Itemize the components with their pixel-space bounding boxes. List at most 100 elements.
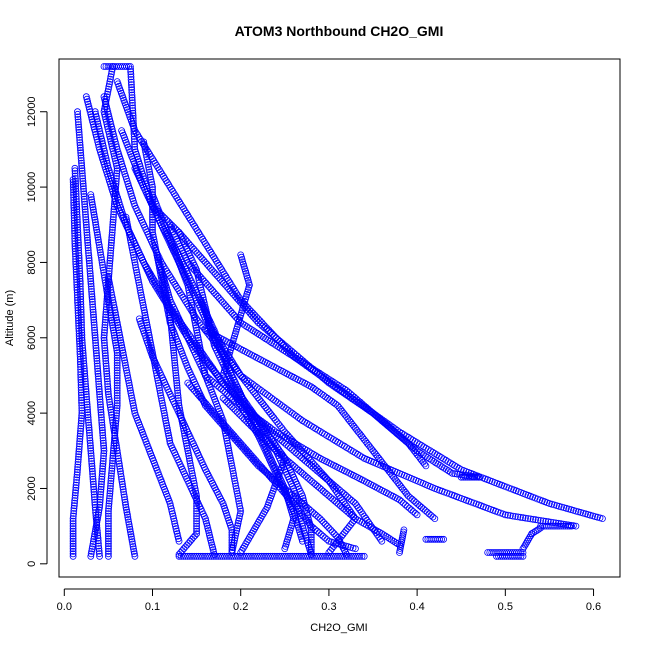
data-point xyxy=(193,502,201,510)
data-point xyxy=(113,316,121,324)
data-point xyxy=(196,344,204,352)
data-point xyxy=(90,488,98,496)
data-point xyxy=(132,266,140,274)
data-point xyxy=(88,545,96,553)
data-point xyxy=(238,552,246,560)
data-point xyxy=(175,552,183,560)
data-point xyxy=(101,324,109,331)
data-point xyxy=(175,537,183,545)
data-point xyxy=(125,63,133,70)
data-point xyxy=(247,422,255,430)
data-point xyxy=(314,552,322,560)
data-point xyxy=(77,378,85,386)
data-point xyxy=(227,552,235,560)
data-point xyxy=(76,267,84,275)
data-point xyxy=(182,439,190,447)
data-point xyxy=(210,548,218,556)
data-point xyxy=(91,496,98,504)
data-point xyxy=(117,473,125,480)
data-point xyxy=(262,325,270,333)
data-point xyxy=(307,543,315,551)
data-point xyxy=(158,271,166,279)
data-point xyxy=(78,409,86,417)
data-point xyxy=(71,499,78,507)
y-tick-label: 8000 xyxy=(26,250,38,274)
data-point xyxy=(110,304,118,312)
data-point xyxy=(121,498,129,506)
data-point xyxy=(149,183,156,191)
data-point xyxy=(364,405,372,413)
data-point xyxy=(319,532,327,540)
data-point xyxy=(105,510,112,517)
data-point xyxy=(105,393,113,401)
data-point xyxy=(234,552,242,560)
data-point xyxy=(94,372,102,380)
data-point xyxy=(332,400,340,408)
data-point xyxy=(113,397,121,405)
data-point xyxy=(108,140,115,148)
data-point xyxy=(69,515,77,522)
data-point xyxy=(95,375,102,383)
data-point xyxy=(230,472,238,480)
data-point xyxy=(74,463,82,471)
data-point xyxy=(91,498,99,506)
data-point xyxy=(129,402,137,410)
data-point xyxy=(108,234,116,242)
data-point xyxy=(84,246,92,254)
data-point xyxy=(564,521,572,529)
data-point xyxy=(76,430,84,438)
data-point xyxy=(221,396,229,404)
data-point xyxy=(161,284,169,291)
data-point xyxy=(173,384,181,392)
data-point xyxy=(226,454,234,462)
data-point xyxy=(89,478,97,486)
data-point xyxy=(105,505,112,513)
data-point xyxy=(78,407,86,415)
data-point xyxy=(131,261,139,269)
data-point xyxy=(72,481,80,489)
data-point xyxy=(358,400,366,408)
data-point xyxy=(85,426,93,434)
data-point xyxy=(105,110,112,118)
data-point xyxy=(107,284,114,291)
data-point xyxy=(123,508,131,516)
data-point xyxy=(93,521,101,529)
data-point xyxy=(299,552,307,560)
data-point xyxy=(108,142,116,150)
data-point xyxy=(96,552,103,560)
data-point xyxy=(167,324,175,332)
data-point xyxy=(396,496,403,504)
data-point xyxy=(192,490,200,497)
data-point xyxy=(173,382,181,389)
data-point xyxy=(130,256,138,264)
data-point xyxy=(409,443,417,451)
data-point xyxy=(119,485,127,493)
data-point xyxy=(149,226,156,234)
data-point xyxy=(87,280,95,288)
data-point xyxy=(242,417,250,425)
data-point xyxy=(86,105,93,113)
data-point xyxy=(97,248,104,256)
data-point xyxy=(69,552,77,560)
data-point xyxy=(162,417,170,425)
data-point xyxy=(194,271,202,279)
data-point xyxy=(70,502,78,510)
data-point xyxy=(158,269,166,276)
data-point xyxy=(501,511,509,519)
data-point xyxy=(110,439,118,447)
data-point xyxy=(95,542,102,550)
data-point xyxy=(193,326,201,334)
data-point xyxy=(75,128,83,136)
data-point xyxy=(183,442,191,450)
data-point xyxy=(149,223,156,231)
data-point xyxy=(75,252,83,260)
data-point xyxy=(109,457,116,465)
data-point xyxy=(83,229,91,236)
data-point xyxy=(91,213,98,221)
data-point xyxy=(162,289,170,297)
data-point xyxy=(72,263,80,271)
data-point xyxy=(84,239,92,247)
data-point xyxy=(113,351,121,359)
data-point xyxy=(370,410,378,418)
data-point xyxy=(334,552,342,560)
